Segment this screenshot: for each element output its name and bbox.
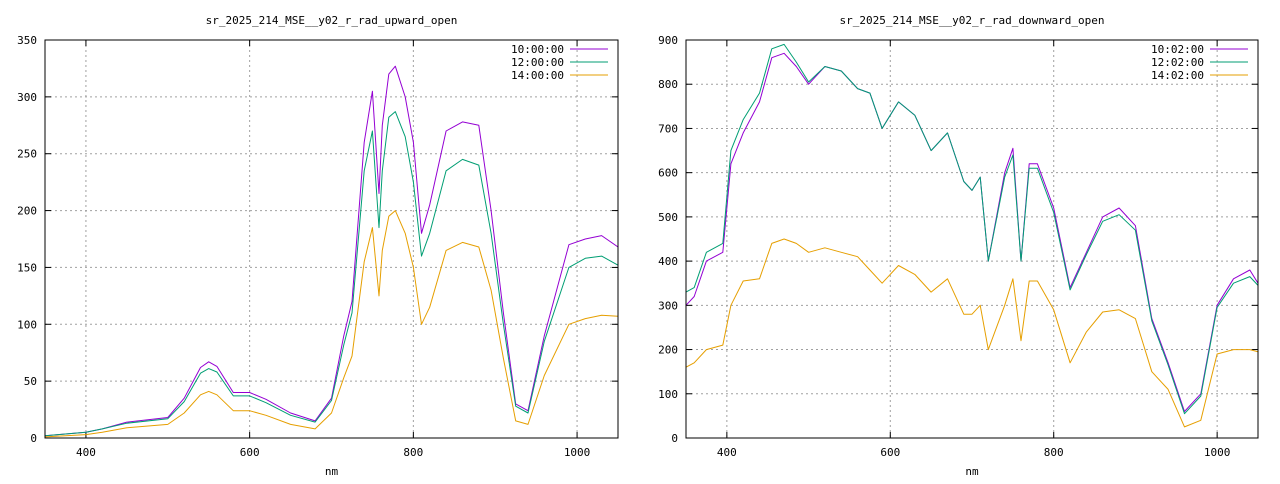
legend-label: 10:02:00: [1151, 43, 1204, 56]
chart-title: sr_2025_214_MSE__y02_r_rad_upward_open: [206, 14, 458, 27]
y-tick-label: 350: [17, 34, 37, 47]
x-tick-label: 800: [403, 446, 423, 459]
y-tick-label: 200: [17, 205, 37, 218]
y-tick-label: 600: [658, 167, 678, 180]
y-tick-label: 100: [658, 388, 678, 401]
y-tick-label: 200: [658, 344, 678, 357]
y-tick-label: 100: [17, 318, 37, 331]
series-line-1: [45, 65, 618, 437]
x-tick-label: 400: [717, 446, 737, 459]
x-axis-label: nm: [965, 465, 979, 478]
series-line-2: [45, 111, 618, 437]
plot-frame: [685, 39, 1259, 439]
x-tick-label: 1000: [564, 446, 591, 459]
x-tick-label: 400: [76, 446, 96, 459]
legend-label: 14:02:00: [1151, 69, 1204, 82]
legend-label: 14:00:00: [511, 69, 564, 82]
y-tick-label: 900: [658, 34, 678, 47]
y-tick-label: 0: [30, 432, 37, 445]
y-tick-label: 700: [658, 122, 678, 135]
series-line-1: [686, 52, 1258, 412]
y-tick-label: 400: [658, 255, 678, 268]
y-tick-label: 300: [17, 91, 37, 104]
series-line-3: [45, 210, 618, 438]
legend-label: 12:00:00: [511, 56, 564, 69]
y-tick-label: 300: [658, 299, 678, 312]
legend-label: 10:00:00: [511, 43, 564, 56]
x-axis-label: nm: [325, 465, 339, 478]
x-tick-label: 600: [880, 446, 900, 459]
chart-title: sr_2025_214_MSE__y02_r_rad_downward_open: [840, 14, 1105, 27]
y-tick-label: 150: [17, 261, 37, 274]
y-tick-label: 50: [24, 375, 37, 388]
x-tick-label: 600: [240, 446, 260, 459]
x-tick-label: 800: [1044, 446, 1064, 459]
y-tick-label: 500: [658, 211, 678, 224]
chart-panel-1: sr_2025_214_MSE__y02_r_rad_upward_open 0 5…: [17, 14, 619, 478]
x-tick-label: 1000: [1204, 446, 1231, 459]
chart-panel-2: sr_2025_214_MSE__y02_r_rad_downward_open…: [658, 14, 1259, 478]
series-line-2: [686, 43, 1258, 415]
y-tick-label: 800: [658, 78, 678, 91]
legend-label: 12:02:00: [1151, 56, 1204, 69]
plot-frame: [44, 39, 619, 439]
y-tick-label: 250: [17, 148, 37, 161]
series-line-3: [686, 238, 1258, 428]
y-tick-label: 0: [671, 432, 678, 445]
